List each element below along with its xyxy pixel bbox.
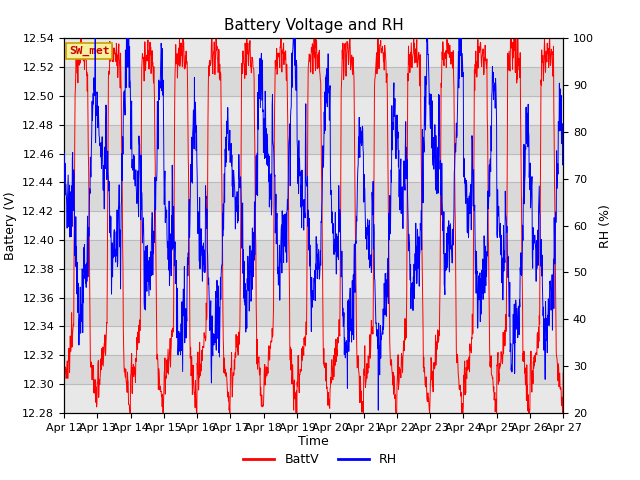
X-axis label: Time: Time <box>298 435 329 448</box>
Bar <box>64 125 563 154</box>
Bar <box>64 298 563 326</box>
Legend: BattV, RH: BattV, RH <box>238 448 402 471</box>
Title: Battery Voltage and RH: Battery Voltage and RH <box>224 18 403 33</box>
Bar <box>64 182 563 211</box>
Bar <box>64 240 563 269</box>
Y-axis label: RH (%): RH (%) <box>600 204 612 248</box>
Text: SW_met: SW_met <box>69 46 109 56</box>
Bar <box>64 355 563 384</box>
Y-axis label: Battery (V): Battery (V) <box>4 192 17 260</box>
Bar <box>64 67 563 96</box>
